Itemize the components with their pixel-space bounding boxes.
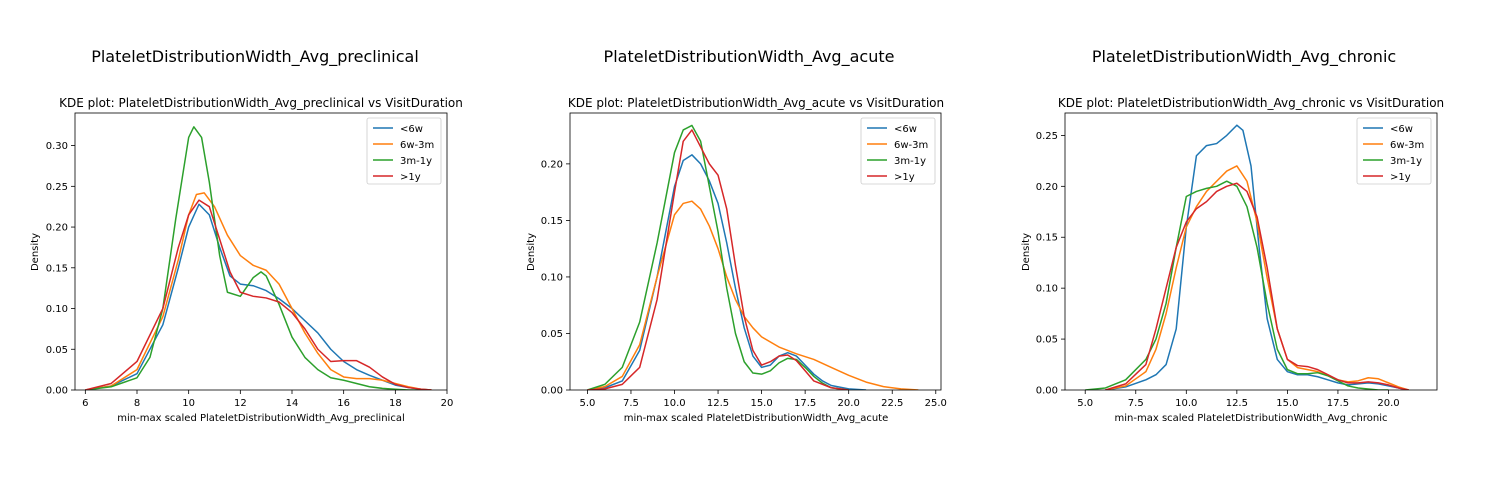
series-line-6w-3m — [587, 200, 919, 390]
x-tick-label: 12 — [234, 398, 247, 409]
panel-suptitle: PlateletDistributionWidth_Avg_acute — [604, 47, 895, 67]
legend-box — [1356, 117, 1432, 185]
y-axis-label: Density — [1021, 233, 1032, 271]
legend-label: <6w — [894, 124, 917, 135]
series-line-6w — [587, 154, 867, 390]
x-tick-label: 6 — [82, 398, 88, 409]
x-tick-label: 14 — [286, 398, 299, 409]
y-tick-label: 0.20 — [1036, 182, 1058, 193]
y-tick-label: 0.05 — [541, 329, 563, 340]
y-tick-label: 0.00 — [1036, 386, 1058, 397]
x-tick-label: 20 — [441, 398, 454, 409]
series-line-6w-3m — [1105, 165, 1409, 390]
legend-label: 3m-1y — [894, 156, 926, 167]
x-tick-label: 17.5 — [1327, 398, 1349, 409]
legend-label: <6w — [400, 124, 423, 135]
x-tick-label: 12.5 — [1226, 398, 1248, 409]
series-line-1y — [1105, 182, 1409, 390]
x-tick-label: 17.5 — [794, 398, 816, 409]
x-tick-label: 7.5 — [623, 398, 639, 409]
legend-label: <6w — [1390, 124, 1413, 135]
x-tick-label: 20.0 — [838, 398, 860, 409]
y-tick-label: 0.30 — [46, 141, 68, 152]
y-tick-label: 0.15 — [1036, 233, 1058, 244]
panel-preclinical: PlateletDistributionWidth_Avg_preclinica… — [30, 47, 463, 424]
legend-label: >1y — [894, 172, 915, 183]
legend: <6w 6w-3m 3m-1y >1y — [1356, 117, 1432, 185]
y-tick-label: 0.20 — [541, 159, 563, 170]
x-axis-label: min-max scaled PlateletDistributionWidth… — [1115, 413, 1388, 424]
x-tick-label: 15.0 — [1276, 398, 1298, 409]
series-lines — [587, 124, 919, 390]
legend-label: 6w-3m — [400, 140, 434, 151]
series-line-1y — [85, 199, 432, 390]
y-tick-label: 0.25 — [1036, 131, 1058, 142]
x-tick-label: 15.0 — [750, 398, 772, 409]
x-tick-label: 22.5 — [881, 398, 903, 409]
x-tick-label: 25.0 — [925, 398, 947, 409]
legend: <6w 6w-3m 3m-1y >1y — [366, 117, 442, 185]
panel-chronic: PlateletDistributionWidth_Avg_chronic KD… — [1021, 47, 1444, 424]
axes-title: KDE plot: PlateletDistributionWidth_Avg_… — [59, 96, 463, 110]
panel-suptitle: PlateletDistributionWidth_Avg_preclinica… — [91, 47, 419, 67]
legend-box — [860, 117, 936, 185]
y-tick-label: 0.10 — [46, 304, 68, 315]
y-tick-label: 0.10 — [541, 272, 563, 283]
x-tick-label: 18 — [389, 398, 402, 409]
y-tick-label: 0.20 — [46, 223, 68, 234]
axes-title: KDE plot: PlateletDistributionWidth_Avg_… — [1058, 96, 1444, 110]
y-axis-label: Density — [30, 233, 41, 271]
series-lines — [1085, 124, 1409, 390]
y-tick-label: 0.15 — [541, 216, 563, 227]
x-tick-label: 5.0 — [1077, 398, 1093, 409]
legend-label: >1y — [400, 172, 421, 183]
x-tick-label: 8 — [134, 398, 140, 409]
series-line-6w-3m — [85, 192, 432, 390]
y-axis-label: Density — [526, 233, 537, 271]
legend-label: 3m-1y — [1390, 156, 1422, 167]
legend: <6w 6w-3m 3m-1y >1y — [860, 117, 936, 185]
series-line-3m-1y — [1085, 180, 1389, 390]
series-line-1y — [587, 129, 849, 390]
series-line-3m-1y — [587, 124, 849, 390]
x-axis-label: min-max scaled PlateletDistributionWidth… — [117, 413, 404, 424]
x-tick-label: 7.5 — [1128, 398, 1144, 409]
y-tick-label: 0.00 — [46, 386, 68, 397]
legend-label: 6w-3m — [1390, 140, 1424, 151]
axes-frame — [569, 112, 942, 391]
x-tick-label: 12.5 — [707, 398, 729, 409]
axes-title: KDE plot: PlateletDistributionWidth_Avg_… — [568, 96, 944, 110]
x-tick-label: 16 — [337, 398, 350, 409]
y-tick-label: 0.15 — [46, 263, 68, 274]
series-lines — [85, 126, 432, 390]
y-tick-label: 0.10 — [1036, 284, 1058, 295]
x-axis-label: min-max scaled PlateletDistributionWidth… — [624, 413, 889, 424]
legend-label: 6w-3m — [894, 140, 928, 151]
legend-box — [366, 117, 442, 185]
panel-acute: PlateletDistributionWidth_Avg_acute KDE … — [526, 47, 947, 424]
legend-label: >1y — [1390, 172, 1411, 183]
x-tick-label: 10.0 — [1175, 398, 1197, 409]
x-tick-label: 10.0 — [663, 398, 685, 409]
x-tick-label: 5.0 — [579, 398, 595, 409]
y-tick-label: 0.05 — [46, 345, 68, 356]
legend-label: 3m-1y — [400, 156, 432, 167]
y-tick-label: 0.00 — [541, 386, 563, 397]
y-tick-label: 0.25 — [46, 182, 68, 193]
series-line-3m-1y — [85, 126, 422, 390]
axes-frame — [74, 112, 448, 391]
x-tick-label: 10 — [182, 398, 195, 409]
panel-suptitle: PlateletDistributionWidth_Avg_chronic — [1092, 47, 1396, 67]
y-tick-label: 0.05 — [1036, 335, 1058, 346]
x-tick-label: 20.0 — [1377, 398, 1399, 409]
axes-frame — [1064, 112, 1438, 391]
